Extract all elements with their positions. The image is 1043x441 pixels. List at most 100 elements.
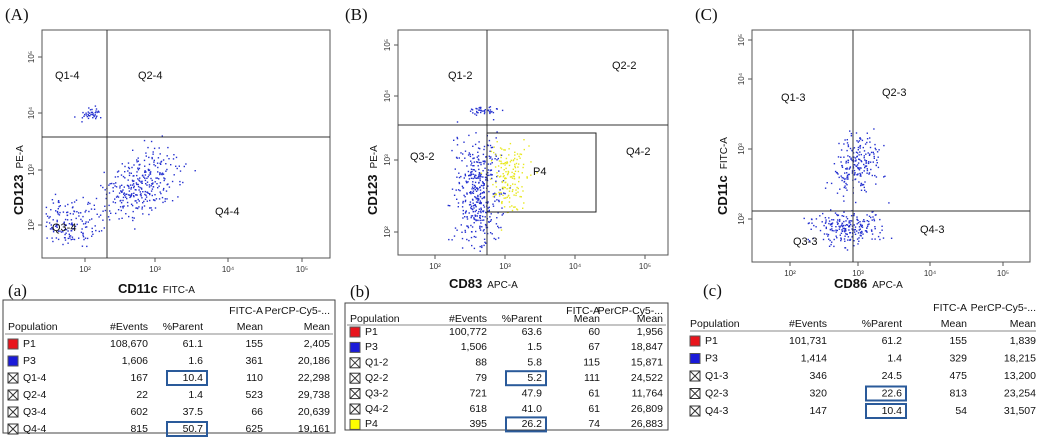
event-dot <box>92 117 94 119</box>
event-dot <box>873 153 875 155</box>
event-dot <box>488 106 490 109</box>
event-dot <box>490 156 492 158</box>
table-cell: 47.9 <box>522 387 543 399</box>
event-dot <box>884 175 886 177</box>
table-cell: 60 <box>588 326 600 338</box>
event-dot <box>117 176 119 178</box>
event-dot <box>844 172 846 174</box>
event-dot <box>139 186 141 189</box>
event-dot <box>485 212 488 214</box>
event-dot <box>66 219 69 221</box>
table-cell: 88 <box>475 357 487 369</box>
event-dot <box>487 163 490 165</box>
event-dot <box>846 168 848 170</box>
table-cell: Q2-3 <box>705 387 729 399</box>
table-cell: 31,507 <box>1004 405 1036 417</box>
event-dot <box>472 202 474 204</box>
event-dot <box>512 159 514 162</box>
event-dot <box>137 157 139 159</box>
event-dot <box>122 199 124 202</box>
event-dot <box>830 243 832 246</box>
event-dot <box>462 213 464 215</box>
event-dot <box>876 159 878 161</box>
event-dot <box>467 181 469 183</box>
y-tick-label: 10⁵ <box>737 34 746 46</box>
event-dot <box>86 226 88 228</box>
event-dot <box>144 171 146 173</box>
event-dot <box>479 176 481 178</box>
event-dot <box>841 176 843 179</box>
event-dot <box>58 201 60 204</box>
event-dot <box>474 170 477 172</box>
event-dot <box>825 219 827 221</box>
event-dot <box>89 109 92 111</box>
event-dot <box>492 203 494 205</box>
event-dot <box>854 172 856 174</box>
gate-label: Q3-4 <box>52 222 76 234</box>
event-dot <box>854 233 857 235</box>
event-dot <box>495 137 497 139</box>
event-dot <box>472 145 474 147</box>
event-dot <box>472 169 474 171</box>
event-dot <box>135 194 137 196</box>
table-cell: 61 <box>588 387 600 399</box>
event-dot <box>120 190 122 192</box>
event-dot <box>482 160 485 163</box>
event-dot <box>489 163 492 165</box>
gate-label: Q4-3 <box>920 224 944 236</box>
event-dot <box>518 155 520 158</box>
event-dot <box>503 192 505 194</box>
event-dot <box>137 198 139 201</box>
event-dot <box>153 161 155 163</box>
x-channel: APC-A <box>872 280 903 291</box>
event-dot <box>845 178 847 180</box>
event-dot <box>831 241 833 243</box>
event-dot <box>128 172 131 174</box>
event-dot <box>95 197 98 200</box>
event-dot <box>472 211 474 213</box>
event-dot <box>860 160 862 162</box>
table-cell: 50.7 <box>183 423 204 435</box>
event-dot <box>87 221 89 223</box>
event-dot <box>465 180 467 182</box>
event-dot <box>847 178 849 180</box>
event-dot <box>122 196 125 199</box>
event-dot <box>483 148 485 151</box>
event-dot <box>464 212 467 214</box>
table-cell: 61.2 <box>882 335 903 347</box>
event-dot <box>522 190 524 192</box>
event-dot <box>91 231 93 233</box>
table-cell: 100,772 <box>449 326 487 338</box>
event-dot <box>468 239 470 242</box>
event-dot <box>82 215 84 218</box>
event-dot <box>477 199 479 202</box>
event-dot <box>73 210 76 213</box>
table-cell: 10.4 <box>882 405 903 417</box>
event-dot <box>115 186 118 188</box>
event-dot <box>133 192 135 194</box>
table-cell: 24,522 <box>631 372 663 384</box>
event-dot <box>487 172 489 174</box>
event-dot <box>863 219 865 221</box>
event-dot <box>877 235 880 238</box>
event-dot <box>93 204 95 206</box>
event-dot <box>526 176 528 178</box>
event-dot <box>60 231 63 233</box>
event-dot <box>480 111 482 114</box>
table-cell: 26.2 <box>522 418 543 430</box>
event-dot <box>489 150 491 152</box>
event-dot <box>883 176 885 178</box>
event-dot <box>504 192 506 195</box>
event-dot <box>51 226 53 229</box>
event-dot <box>491 162 493 164</box>
event-dot <box>141 182 143 184</box>
event-dot <box>144 177 146 179</box>
event-dot <box>138 180 141 182</box>
event-dot <box>502 173 504 175</box>
table-cell: 2,405 <box>304 338 330 350</box>
event-dot <box>819 229 822 232</box>
event-dot <box>508 187 511 190</box>
event-dot <box>842 195 845 197</box>
event-dot <box>108 192 111 194</box>
event-dot <box>499 176 501 178</box>
